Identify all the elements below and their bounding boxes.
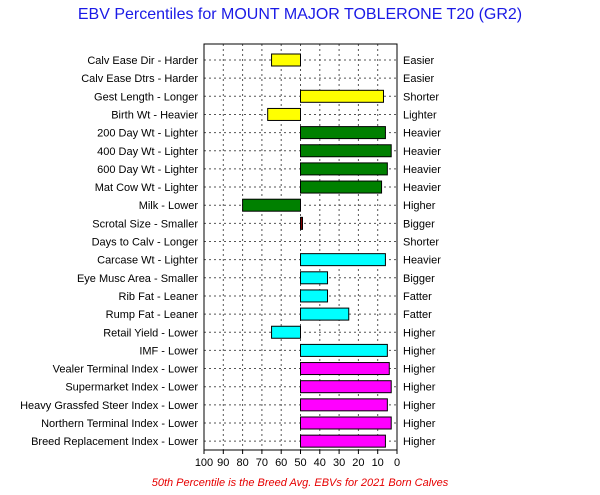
trait-label-right: Heavier — [403, 255, 441, 267]
trait-label-left: Heavy Grassfed Steer Index - Lower — [20, 400, 198, 412]
trait-label-right: Easier — [403, 55, 435, 67]
bar — [300, 271, 329, 285]
x-tick-label: 90 — [217, 457, 229, 469]
trait-label-right: Heavier — [403, 128, 441, 140]
trait-label-right: Higher — [403, 327, 436, 339]
x-tick-label: 50 — [294, 457, 306, 469]
x-tick-label: 0 — [394, 457, 400, 469]
bar — [300, 434, 386, 448]
trait-label-left: Northern Terminal Index - Lower — [41, 418, 198, 430]
trait-label-left: Milk - Lower — [139, 200, 199, 212]
x-tick-label: 30 — [333, 457, 345, 469]
trait-label-right: Higher — [403, 418, 436, 430]
x-tick-label: 10 — [372, 457, 384, 469]
bar — [300, 343, 388, 357]
trait-label-left: IMF - Lower — [139, 345, 198, 357]
trait-label-left: Rib Fat - Leaner — [119, 291, 199, 303]
bar — [300, 126, 386, 140]
trait-label-left: Mat Cow Wt - Lighter — [95, 182, 199, 194]
trait-label-right: Fatter — [403, 291, 432, 303]
x-tick-label: 80 — [236, 457, 248, 469]
trait-label-left: Rump Fat - Leaner — [106, 309, 199, 321]
trait-label-left: 600 Day Wt - Lighter — [97, 164, 198, 176]
bar — [300, 289, 329, 303]
x-tick-label: 100 — [195, 457, 213, 469]
trait-label-right: Higher — [403, 382, 436, 394]
trait-label-left: Supermarket Index - Lower — [65, 382, 198, 394]
trait-label-left: Calv Ease Dir - Harder — [87, 55, 198, 67]
bar — [271, 53, 301, 67]
trait-label-left: 400 Day Wt - Lighter — [97, 146, 198, 158]
trait-label-right: Fatter — [403, 309, 432, 321]
trait-label-right: Heavier — [403, 146, 441, 158]
trait-label-left: Gest Length - Longer — [94, 91, 198, 103]
bar — [242, 198, 302, 212]
trait-label-right: Lighter — [403, 109, 437, 121]
trait-label-right: Heavier — [403, 164, 441, 176]
trait-label-right: Bigger — [403, 218, 435, 230]
x-tick-label: 60 — [275, 457, 287, 469]
trait-label-right: Heavier — [403, 182, 441, 194]
trait-label-left: 200 Day Wt - Lighter — [97, 128, 198, 140]
trait-label-right: Easier — [403, 73, 435, 85]
trait-label-right: Higher — [403, 345, 436, 357]
trait-label-right: Bigger — [403, 273, 435, 285]
bar — [267, 107, 302, 121]
trait-label-right: Higher — [403, 200, 436, 212]
trait-label-left: Birth Wt - Heavier — [111, 109, 198, 121]
bar — [300, 162, 388, 176]
chart-footnote: 50th Percentile is the Breed Avg. EBVs f… — [151, 477, 449, 489]
trait-label-left: Scrotal Size - Smaller — [92, 218, 198, 230]
x-tick-label: 20 — [352, 457, 364, 469]
bar — [300, 180, 383, 194]
trait-label-left: Calv Ease Dtrs - Harder — [81, 73, 198, 85]
bar — [300, 416, 392, 430]
trait-label-left: Carcase Wt - Lighter — [97, 255, 198, 267]
trait-label-left: Retail Yield - Lower — [103, 327, 198, 339]
trait-label-right: Higher — [403, 400, 436, 412]
bar — [300, 216, 303, 230]
bar — [300, 144, 392, 158]
trait-label-left: Vealer Terminal Index - Lower — [53, 364, 199, 376]
x-tick-label: 70 — [256, 457, 268, 469]
trait-label-right: Higher — [403, 436, 436, 448]
bar — [300, 362, 390, 376]
trait-label-left: Breed Replacement Index - Lower — [31, 436, 198, 448]
bar — [300, 307, 350, 321]
bar — [271, 325, 301, 339]
bar — [300, 89, 384, 103]
bar — [300, 380, 392, 394]
x-tick-label: 40 — [314, 457, 326, 469]
bar — [300, 253, 386, 267]
trait-label-left: Eye Musc Area - Smaller — [77, 273, 198, 285]
bar — [300, 398, 388, 412]
trait-label-left: Days to Calv - Longer — [92, 237, 199, 249]
chart-title: EBV Percentiles for MOUNT MAJOR TOBLERON… — [77, 6, 523, 23]
trait-label-right: Shorter — [403, 91, 439, 103]
trait-label-right: Shorter — [403, 237, 439, 249]
trait-label-right: Higher — [403, 364, 436, 376]
